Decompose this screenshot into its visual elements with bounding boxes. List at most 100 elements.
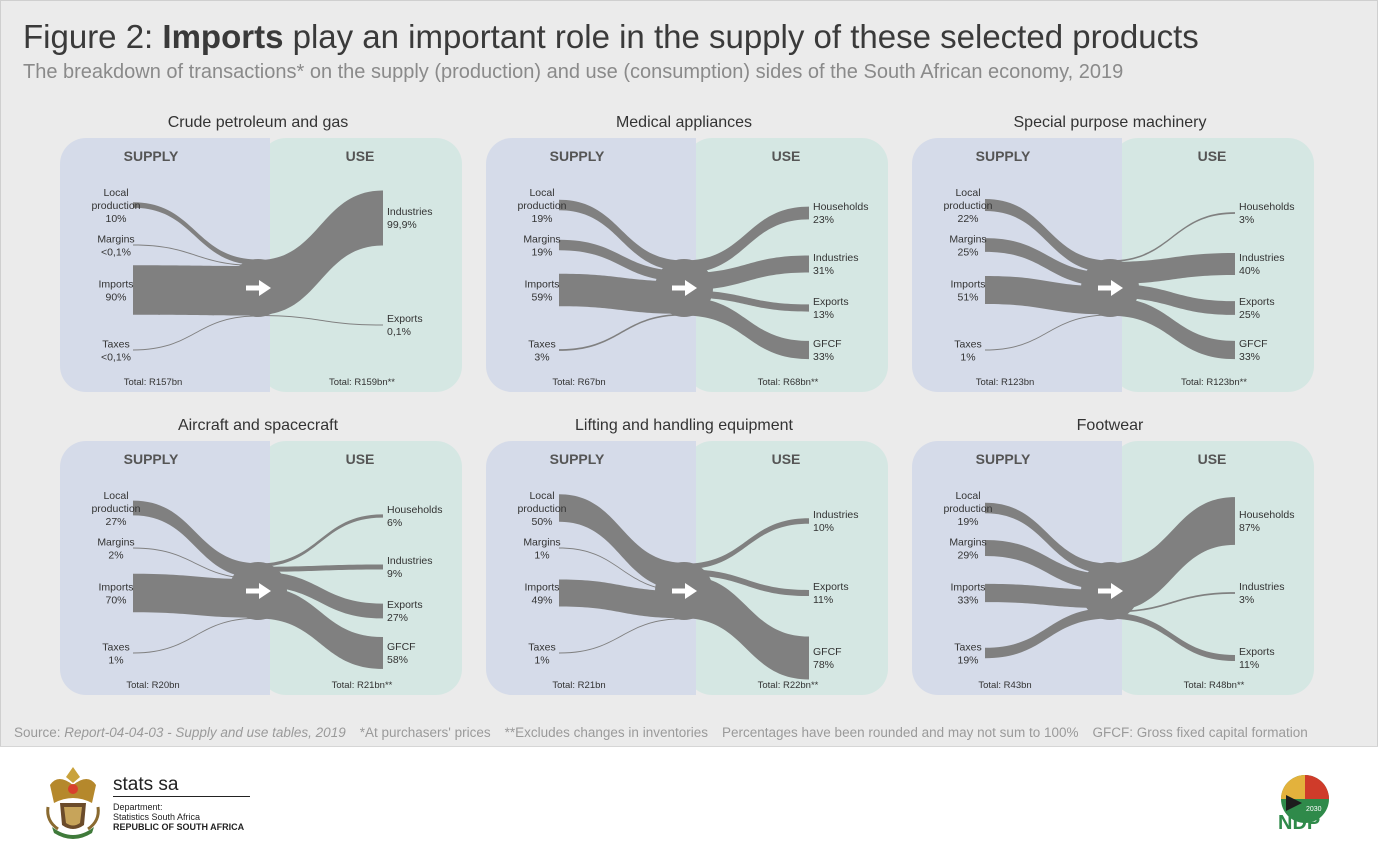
chart-title: Medical appliances	[616, 114, 752, 131]
supply-pct: 19%	[957, 655, 978, 667]
arrow-right-icon	[1098, 280, 1123, 296]
arrow-right-icon	[1098, 583, 1123, 599]
sankey-chart: Crude petroleum and gas SUPPLY USE Local pro…	[60, 114, 462, 392]
supply-pct: 25%	[957, 247, 978, 259]
supply-flow	[559, 273, 684, 314]
supply-flow	[559, 239, 684, 282]
supply-pct: <0,1%	[101, 247, 131, 259]
supply-label: Margins 25%	[949, 234, 986, 259]
use-flow	[258, 571, 383, 619]
use-flow	[1110, 592, 1235, 613]
arrow-right-icon	[246, 583, 271, 599]
supply-label-line: production	[91, 503, 140, 515]
use-label-line: Households	[1239, 201, 1294, 213]
supply-label: Local production 19%	[517, 187, 566, 225]
supply-label-line: production	[943, 503, 992, 515]
supply-label-line: Local	[955, 490, 980, 502]
supply-panel	[912, 138, 1122, 392]
supply-total: Total: R67bn	[552, 377, 605, 388]
supply-pct: 19%	[531, 247, 552, 259]
use-pct: 40%	[1239, 265, 1260, 277]
supply-total: Total: R43bn	[978, 680, 1031, 691]
supply-label-line: Margins	[949, 234, 986, 246]
supply-label: Imports 70%	[98, 582, 133, 607]
use-panel	[260, 138, 462, 392]
use-label: Exports 11%	[1239, 646, 1275, 671]
supply-pct: 49%	[531, 595, 552, 607]
arrow-right-icon	[672, 583, 697, 599]
chart-title: Special purpose machinery	[1014, 114, 1207, 131]
supply-label: Imports 90%	[98, 279, 133, 304]
sankey-chart: Aircraft and spacecraft SUPPLY USE Local pro…	[60, 417, 462, 695]
supply-label: Imports 51%	[950, 279, 985, 304]
use-pct: 10%	[813, 522, 834, 534]
use-pct: 23%	[813, 214, 834, 226]
use-total: Total: R68bn**	[758, 377, 819, 388]
supply-label-line: production	[91, 200, 140, 212]
use-label: Households 6%	[387, 504, 442, 529]
supply-total: Total: R157bn	[124, 377, 183, 388]
supply-label-line: Taxes	[102, 642, 129, 654]
supply-flow	[133, 202, 258, 265]
supply-label-line: Taxes	[954, 339, 981, 351]
supply-label: Taxes 3%	[528, 339, 555, 364]
use-label-line: Industries	[1239, 252, 1285, 264]
use-label: Households 87%	[1239, 509, 1294, 534]
use-total: Total: R159bn**	[329, 377, 395, 388]
supply-label: Margins 29%	[949, 537, 986, 562]
stats-sa-brand: stats sa	[113, 774, 179, 795]
supply-label: Taxes <0,1%	[101, 339, 131, 364]
use-flow	[258, 190, 383, 315]
use-heading: USE	[346, 148, 375, 164]
use-label: Industries 99,9%	[387, 206, 433, 231]
use-pct: 99,9%	[387, 219, 417, 231]
supply-label: Taxes 1%	[528, 642, 555, 667]
supply-label: Margins <0,1%	[97, 234, 134, 259]
use-label: Exports 27%	[387, 599, 423, 624]
use-pct: 58%	[387, 654, 408, 666]
supply-flow	[133, 500, 258, 579]
use-flow	[1110, 297, 1235, 360]
supply-flow	[985, 275, 1110, 315]
supply-label-line: Local	[103, 187, 128, 199]
page-subtitle: The breakdown of transactions* on the su…	[23, 61, 1124, 83]
use-heading: USE	[346, 451, 375, 467]
use-label-line: Industries	[813, 252, 859, 264]
supply-flow	[985, 198, 1110, 273]
supply-label: Local production 19%	[943, 490, 992, 528]
use-label-line: Exports	[1239, 646, 1275, 658]
use-pct: 9%	[387, 568, 402, 580]
page-title: Figure 2: Imports play an important role…	[23, 18, 1199, 55]
use-heading: USE	[1198, 451, 1227, 467]
supply-pct: 2%	[108, 550, 123, 562]
supply-flow	[985, 238, 1110, 287]
use-label: Households 23%	[813, 201, 868, 226]
supply-pct: 1%	[108, 655, 123, 667]
use-label: Industries 40%	[1239, 252, 1285, 277]
use-label: GFCF 33%	[813, 338, 842, 363]
use-flow	[684, 518, 809, 570]
supply-label: Imports 49%	[524, 582, 559, 607]
supply-panel	[486, 138, 696, 392]
use-total: Total: R22bn**	[758, 680, 819, 691]
arrow-right-icon	[246, 280, 271, 296]
footnote: Source: Report-04-04-03 - Supply and use…	[14, 725, 1308, 740]
supply-flow	[559, 313, 684, 351]
use-label: Exports 0,1%	[387, 313, 423, 338]
use-flow	[684, 290, 809, 312]
department-name: Statistics South Africa	[113, 812, 201, 822]
use-label: Exports 13%	[813, 296, 849, 321]
supply-flow	[559, 618, 684, 654]
supply-pct: 29%	[957, 550, 978, 562]
supply-flow	[985, 540, 1110, 590]
supply-heading: SUPPLY	[976, 148, 1031, 164]
supply-flow	[559, 494, 684, 591]
supply-total: Total: R123bn	[976, 377, 1035, 388]
supply-flow	[559, 547, 684, 592]
arrow-right-icon	[672, 280, 697, 296]
supply-total: Total: R21bn	[552, 680, 605, 691]
use-flow	[1110, 253, 1235, 284]
coat-of-arms-logo	[46, 767, 100, 839]
supply-pct: 22%	[957, 213, 978, 225]
